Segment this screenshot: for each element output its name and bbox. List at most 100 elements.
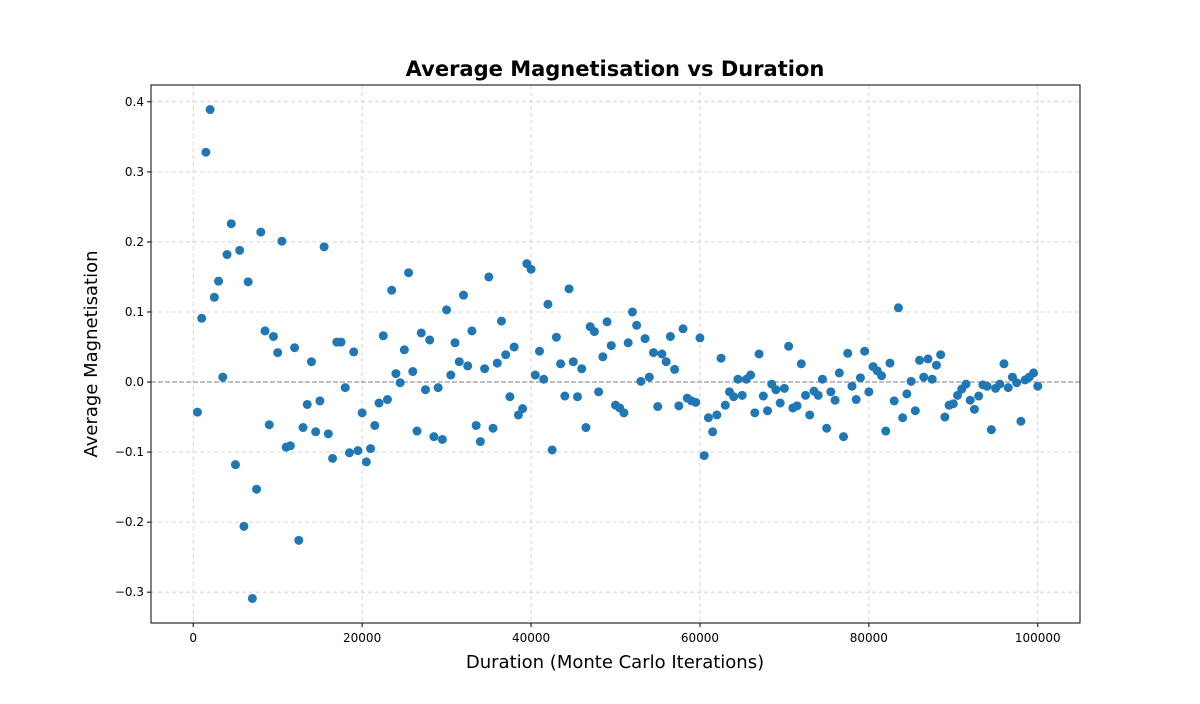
- point: [779, 383, 789, 393]
- point: [547, 445, 557, 455]
- point: [370, 420, 380, 430]
- point: [801, 390, 811, 400]
- point: [235, 245, 245, 255]
- point: [623, 338, 633, 348]
- point: [699, 451, 709, 461]
- point: [948, 399, 958, 409]
- point: [260, 326, 270, 336]
- point: [463, 361, 473, 371]
- point: [703, 413, 713, 423]
- point: [830, 395, 840, 405]
- point: [395, 378, 405, 388]
- point: [349, 347, 359, 357]
- point: [674, 401, 684, 411]
- y-tick-label: −0.2: [115, 515, 144, 529]
- point: [442, 305, 452, 315]
- point: [226, 219, 236, 229]
- point: [606, 341, 616, 351]
- point: [927, 374, 937, 384]
- point: [733, 374, 743, 384]
- point: [290, 343, 300, 353]
- point: [336, 337, 346, 347]
- point: [1003, 383, 1013, 393]
- point: [239, 521, 249, 531]
- y-tick-label: −0.3: [115, 585, 144, 599]
- point: [205, 105, 215, 115]
- point: [450, 338, 460, 348]
- point: [475, 437, 485, 447]
- point: [247, 593, 257, 603]
- x-axis-label: Duration (Monte Carlo Iterations): [466, 652, 764, 673]
- point: [1029, 368, 1039, 378]
- point: [302, 399, 312, 409]
- point: [446, 370, 456, 380]
- point: [311, 427, 321, 437]
- point: [919, 372, 929, 382]
- point: [881, 426, 891, 436]
- point: [551, 332, 561, 342]
- point: [644, 372, 654, 382]
- point: [969, 404, 979, 414]
- point: [539, 374, 549, 384]
- point: [366, 444, 376, 454]
- plot-frame: [150, 84, 1081, 624]
- x-tick-label: 20000: [343, 631, 381, 645]
- point: [315, 396, 325, 406]
- point: [471, 420, 481, 430]
- point: [382, 395, 392, 405]
- point: [995, 379, 1005, 389]
- point: [906, 376, 916, 386]
- point: [323, 429, 333, 439]
- point: [923, 354, 933, 364]
- point: [594, 387, 604, 397]
- point: [391, 369, 401, 379]
- point: [192, 407, 202, 417]
- point: [340, 383, 350, 393]
- points: [192, 105, 1043, 603]
- point: [860, 346, 870, 356]
- point: [885, 358, 895, 368]
- point: [864, 387, 874, 397]
- point: [429, 432, 439, 442]
- point: [843, 348, 853, 358]
- point: [256, 227, 266, 237]
- point: [273, 348, 283, 358]
- point: [496, 316, 506, 326]
- chart-title: Average Magnetisation vs Duration: [406, 57, 825, 81]
- point: [252, 484, 262, 494]
- point: [458, 290, 468, 300]
- point: [298, 423, 308, 433]
- point: [893, 303, 903, 313]
- point: [619, 408, 629, 418]
- point: [294, 535, 304, 545]
- point: [691, 397, 701, 407]
- point: [936, 350, 946, 360]
- point: [940, 412, 950, 422]
- point: [632, 320, 642, 330]
- y-tick-label: 0.0: [125, 375, 144, 389]
- point: [986, 425, 996, 435]
- point: [649, 348, 659, 358]
- point: [737, 390, 747, 400]
- point: [784, 341, 794, 351]
- point: [201, 147, 211, 157]
- point: [775, 398, 785, 408]
- x-tick-label: 0: [189, 631, 197, 645]
- point: [518, 404, 528, 414]
- point: [729, 392, 739, 402]
- point: [982, 381, 992, 391]
- x-tick-label: 60000: [681, 631, 719, 645]
- point: [492, 358, 502, 368]
- point: [328, 453, 338, 463]
- point: [556, 359, 566, 369]
- x-tick-label: 40000: [512, 631, 550, 645]
- point: [480, 364, 490, 374]
- point: [712, 410, 722, 420]
- point: [817, 374, 827, 384]
- point: [568, 357, 578, 367]
- point: [218, 372, 228, 382]
- point: [589, 327, 599, 337]
- point: [581, 423, 591, 433]
- y-tick-label: 0.1: [125, 305, 144, 319]
